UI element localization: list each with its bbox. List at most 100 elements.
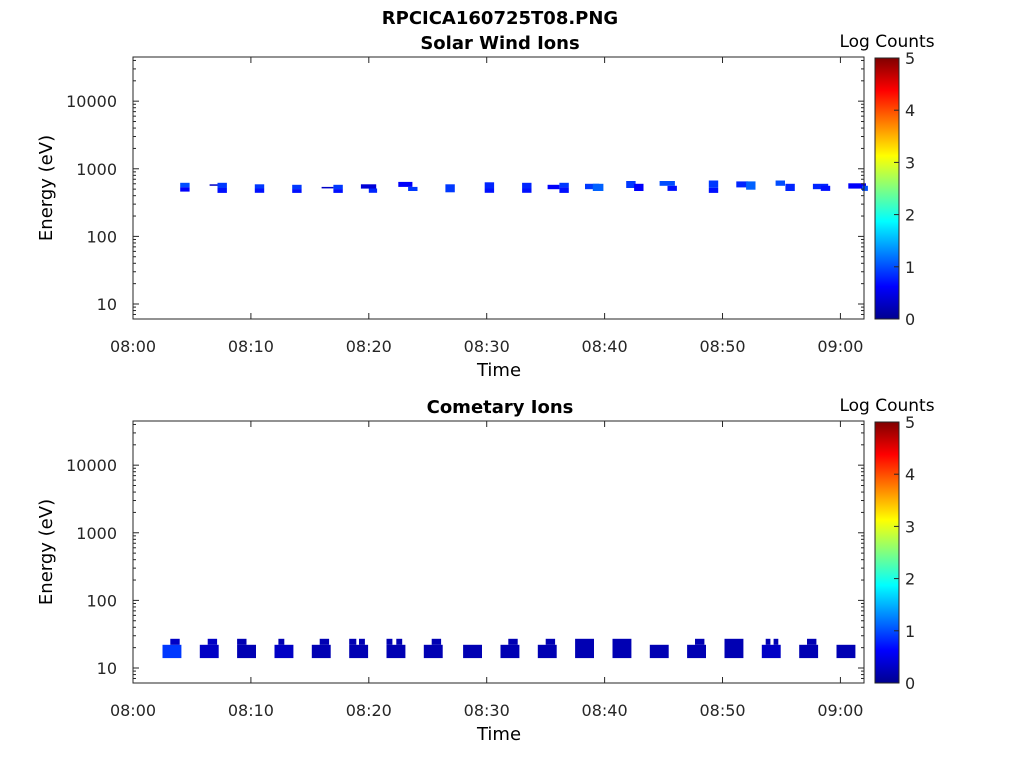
spectrogram-cell xyxy=(217,182,227,188)
spectrogram-cell xyxy=(180,182,190,188)
x-tick-label: 08:50 xyxy=(699,701,745,720)
spectrogram-cell xyxy=(423,644,443,659)
spectrogram-cell xyxy=(848,183,866,189)
spectrogram-cell xyxy=(634,183,644,191)
x-tick-label: 09:00 xyxy=(817,337,863,356)
colorbar-tick-label: 0 xyxy=(905,310,915,329)
spectrogram-cell xyxy=(667,185,677,191)
spectrogram-cell xyxy=(445,184,455,193)
colorbar-tick-label: 3 xyxy=(905,517,915,536)
y-tick-label: 100 xyxy=(86,227,117,246)
spectrogram-cell xyxy=(820,185,831,191)
x-tick-label: 08:50 xyxy=(699,337,745,356)
spectrogram-cells xyxy=(162,638,856,659)
colorbar-tick-label: 4 xyxy=(905,465,915,484)
spectrogram-cell xyxy=(199,644,219,659)
y-tick-label: 1000 xyxy=(76,160,117,179)
colorbar-tick-label: 1 xyxy=(905,622,915,641)
spectrogram-cell xyxy=(254,188,265,193)
spectrogram-cell xyxy=(522,188,532,193)
x-tick-label: 08:30 xyxy=(464,337,510,356)
colorbar-label: Log Counts xyxy=(839,396,934,416)
colorbar-tick-label: 1 xyxy=(905,258,915,277)
spectrogram-cell xyxy=(812,183,829,190)
y-tick-label: 10000 xyxy=(66,456,117,475)
spectrogram-cell xyxy=(775,180,785,186)
x-tick-label: 08:40 xyxy=(582,701,628,720)
x-tick-label: 09:00 xyxy=(817,701,863,720)
spectrogram-cell xyxy=(687,644,706,659)
spectrogram-cell xyxy=(278,638,285,645)
spectrogram-cell xyxy=(349,644,369,659)
spectrogram-cell xyxy=(500,644,520,659)
spectrogram-cell xyxy=(360,184,377,189)
y-tick-label: 10000 xyxy=(66,92,117,111)
x-tick-label: 08:20 xyxy=(346,337,392,356)
spectrogram-cell xyxy=(349,638,357,645)
spectrogram-cell xyxy=(626,181,636,188)
spectrogram-cell xyxy=(207,638,218,645)
colorbar-tick-label: 5 xyxy=(905,413,915,432)
spectrogram-cell xyxy=(237,644,256,659)
x-tick-label: 08:40 xyxy=(582,337,628,356)
spectrogram-cell xyxy=(217,188,227,193)
spectrogram-cell xyxy=(547,184,560,190)
spectrogram-cell xyxy=(319,638,330,645)
spectrogram-cell xyxy=(585,183,600,190)
y-tick-label: 100 xyxy=(86,591,117,610)
spectrogram-cell xyxy=(799,644,819,659)
panel-cometary: Cometary Ions 08:00 08:10 08:20 08:30 08:40 0… xyxy=(36,396,935,745)
plot-frame xyxy=(132,56,865,320)
spectrogram-cell xyxy=(368,188,378,193)
x-tick-label: 08:10 xyxy=(228,701,274,720)
spectrogram-cell xyxy=(807,638,817,645)
colorbar-tick-label: 3 xyxy=(905,153,915,172)
x-axis-label: Time xyxy=(476,724,521,745)
spectrogram-cell xyxy=(359,638,365,645)
axis-ticks: 08:00 08:10 08:20 08:30 08:40 08:50 09:00 10 100… xyxy=(66,421,864,720)
panel-solar-wind: Solar Wind Ions 08:00 08:10 08:20 08:30 08:4… xyxy=(36,32,935,381)
y-tick-label: 10 xyxy=(97,295,117,314)
colorbar-tick-label: 5 xyxy=(905,49,915,68)
spectrogram-cell xyxy=(431,638,442,645)
x-tick-label: 08:10 xyxy=(228,337,274,356)
spectrogram-cell xyxy=(559,182,569,188)
y-tick-label: 1000 xyxy=(76,524,117,543)
colorbar-tick-label: 2 xyxy=(905,206,915,225)
spectrogram-cell xyxy=(333,189,343,193)
x-tick-label: 08:20 xyxy=(346,701,392,720)
spectrogram-cell xyxy=(386,644,406,659)
spectrogram-cell xyxy=(274,644,294,659)
spectrogram-cell xyxy=(649,644,669,659)
spectrogram-cell xyxy=(292,184,302,190)
spectrogram-cell xyxy=(292,189,302,193)
spectrogram-cell xyxy=(736,181,749,188)
spectrogram-cell xyxy=(746,181,756,190)
figure-title: RPCICA160725T08.PNG xyxy=(382,8,618,29)
spectrogram-cell xyxy=(170,638,180,645)
x-tick-label: 08:30 xyxy=(464,701,510,720)
spectrogram-cell xyxy=(254,184,265,189)
spectrogram-cell xyxy=(321,186,334,189)
spectrogram-cell xyxy=(559,187,569,193)
spectrogram-cell xyxy=(396,638,403,645)
spectrogram-cell xyxy=(463,644,482,659)
spectrogram-cell xyxy=(836,644,856,659)
spectrogram-cell xyxy=(386,638,393,645)
spectrogram-cell xyxy=(785,183,795,191)
spectrogram-cell xyxy=(575,638,594,659)
spectrogram-cell xyxy=(862,185,868,191)
plot-frame xyxy=(132,420,865,684)
axis-ticks: 08:00 08:10 08:20 08:30 08:40 08:50 09:00 10 100… xyxy=(66,57,864,356)
spectrogram-cell xyxy=(765,638,771,645)
spectrogram-cell xyxy=(209,184,222,186)
x-tick-label: 08:00 xyxy=(110,701,156,720)
spectrogram-cell xyxy=(773,638,779,645)
colorbar xyxy=(874,421,900,684)
colorbar xyxy=(874,57,900,320)
spectrogram-cell xyxy=(162,644,182,659)
spectrogram-cell xyxy=(695,638,705,645)
x-axis-label: Time xyxy=(476,360,521,381)
spectrogram-cell xyxy=(237,638,247,645)
